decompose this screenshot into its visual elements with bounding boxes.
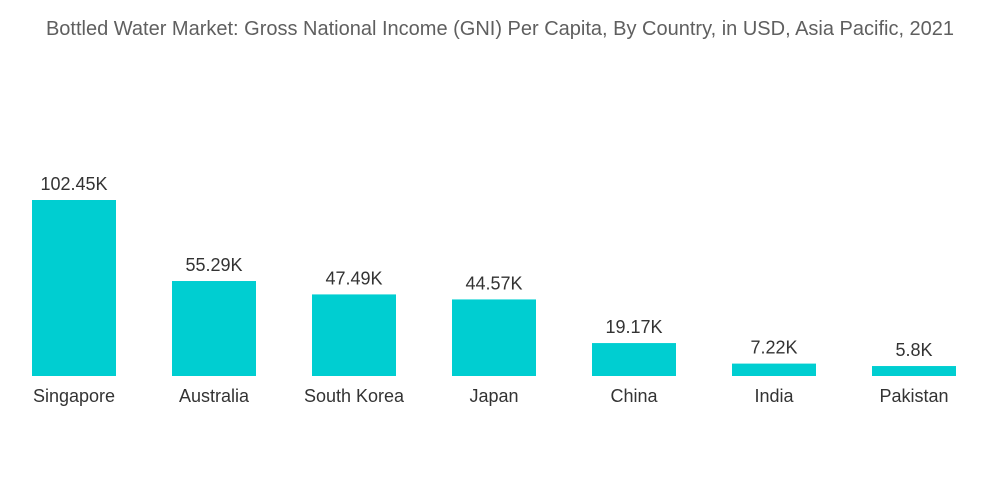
bar-singapore [32,200,116,376]
bar-japan [452,299,536,376]
chart-title: Bottled Water Market: Gross National Inc… [45,18,955,40]
value-label: 47.49K [325,268,382,288]
value-label: 7.22K [750,338,797,358]
value-label: 102.45K [40,174,107,194]
category-label: Pakistan [879,386,948,406]
category-label: Japan [469,386,518,406]
value-label: 44.57K [465,273,522,293]
bar-pakistan [872,366,956,376]
value-label: 19.17K [605,317,662,337]
category-label: Singapore [33,386,115,406]
category-label: South Korea [304,386,405,406]
category-labels-layer: Singapore Australia South Korea Japan China I… [33,386,949,406]
bar-china [592,343,676,376]
bar-australia [172,281,256,376]
value-label: 55.29K [185,255,242,275]
bars-layer [32,200,956,376]
category-label: India [754,386,794,406]
value-label: 5.8K [895,340,932,360]
value-labels-layer: 102.45K 55.29K 47.49K 44.57K 19.17K 7.22K 5.8K [40,174,932,360]
bar-india [732,363,816,376]
category-label: China [610,386,658,406]
bar-south-korea [312,294,396,376]
category-label: Australia [179,386,250,406]
